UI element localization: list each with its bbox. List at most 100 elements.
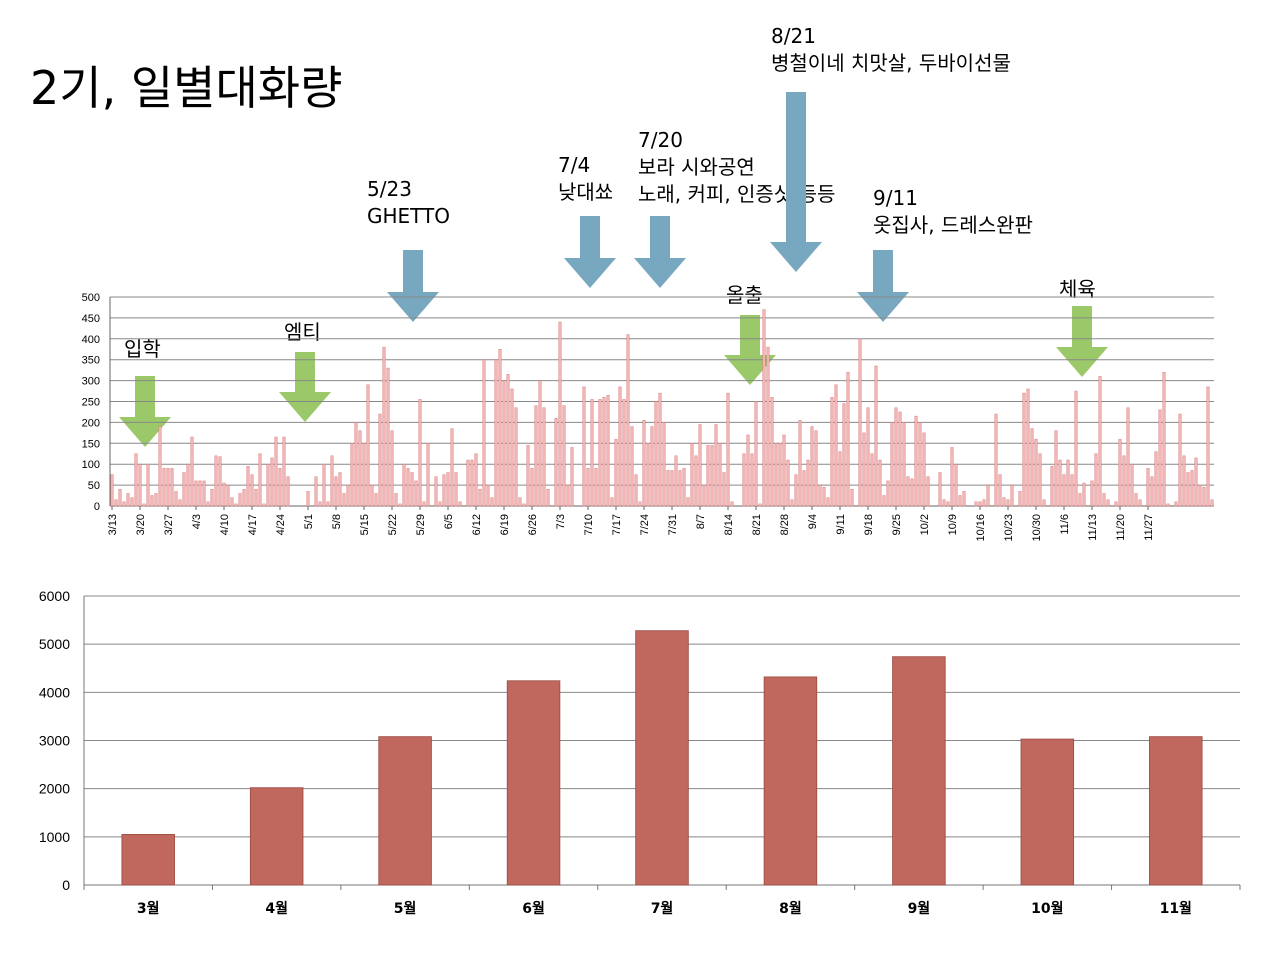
x-tick-label: 10/23 [1003, 514, 1015, 542]
daily-bar [910, 478, 914, 507]
monthly-chart: 0 1000 2000 3000 4000 5000 6000 3월 4월 5월 6월 7월 8월 9월 1… [39, 588, 1241, 917]
x-tick-label: 7/10 [583, 514, 595, 535]
y-tick-label: 400 [82, 334, 100, 346]
daily-bar [850, 489, 854, 507]
daily-bar [126, 493, 130, 507]
daily-bar [674, 455, 678, 507]
x-tick-label: 7/17 [611, 514, 623, 535]
daily-bar [370, 484, 374, 507]
x-tick-label: 7/31 [667, 514, 679, 535]
daily-bar [666, 470, 670, 507]
x-tick-label: 4/3 [191, 514, 203, 529]
daily-bar [918, 422, 922, 507]
daily-bar [978, 501, 982, 507]
daily-bar [322, 463, 326, 507]
daily-bar [510, 388, 514, 507]
daily-bar [902, 422, 906, 507]
daily-bar [254, 489, 258, 507]
daily-bar [522, 503, 526, 507]
daily-bar [1034, 438, 1038, 507]
daily-bar [286, 476, 290, 507]
daily-bar [678, 470, 682, 507]
x-tick-label: 4/17 [247, 514, 259, 535]
monthly-bar [635, 630, 689, 886]
daily-bar [442, 474, 446, 507]
daily-bar [506, 374, 510, 507]
daily-bar [746, 434, 750, 507]
daily-bar [898, 411, 902, 507]
daily-bar [642, 420, 646, 507]
daily-bar [390, 430, 394, 507]
daily-bar [374, 493, 378, 507]
daily-bar [118, 489, 122, 507]
daily-bar [566, 484, 570, 507]
annotation-line: 5/23 [367, 177, 412, 201]
daily-bar [538, 380, 542, 507]
annotation-line: 9/11 [873, 186, 918, 210]
annotation-olchul: 올출 [726, 282, 763, 309]
x-tick-label: 11/13 [1087, 514, 1099, 541]
daily-bar [1054, 430, 1058, 507]
annotation-0704: 7/4 낮대쑈 [558, 152, 613, 206]
daily-bar [694, 455, 698, 507]
y-tick-label: 1000 [39, 829, 70, 845]
daily-bar [570, 447, 574, 507]
x-tick-label: 4월 [265, 900, 288, 917]
daily-bar [1022, 392, 1026, 507]
daily-bar [330, 455, 334, 507]
annotation-line: 엠티 [284, 320, 321, 344]
x-tick-label: 11월 [1160, 900, 1192, 917]
daily-bar [278, 468, 282, 507]
daily-bar [986, 484, 990, 507]
y-tick-label: 3000 [39, 733, 70, 749]
x-tick-label: 9/11 [835, 514, 847, 535]
daily-bar [770, 397, 774, 507]
daily-bar [186, 463, 190, 507]
daily-bar [758, 503, 762, 507]
daily-bar [382, 346, 386, 507]
daily-bar [526, 445, 530, 507]
x-tick-label: 9/4 [807, 514, 819, 529]
daily-bar [150, 495, 154, 507]
daily-bar [950, 447, 954, 507]
daily-bar [422, 501, 426, 507]
x-tick-label: 11/20 [1115, 514, 1127, 541]
daily-bar [270, 457, 274, 507]
daily-bar [582, 386, 586, 507]
daily-bar [338, 472, 342, 507]
daily-bar [634, 474, 638, 507]
daily-bar [474, 453, 478, 507]
daily-bar [702, 484, 706, 507]
daily-bar [706, 445, 710, 507]
annotation-line: 병철이네 치맛살, 두바이선물 [771, 51, 1011, 75]
daily-bar [170, 468, 174, 507]
daily-bar [1082, 482, 1086, 507]
daily-bar [782, 434, 786, 507]
daily-bar [842, 403, 846, 507]
y-tick-label: 150 [82, 438, 100, 450]
daily-bar [530, 468, 534, 507]
daily-bar [906, 476, 910, 507]
monthly-bar [506, 680, 561, 886]
daily-bar [250, 474, 254, 507]
arrow-ann-mt [279, 352, 331, 422]
daily-bar [1070, 474, 1074, 507]
daily-bar [314, 476, 318, 507]
y-tick-label: 450 [82, 313, 100, 325]
daily-bar [562, 405, 566, 507]
daily-bar [650, 426, 654, 507]
x-tick-label: 4/10 [219, 514, 231, 535]
daily-bar [110, 474, 114, 507]
daily-bar [1042, 499, 1046, 507]
daily-bar [490, 497, 494, 507]
daily-bar [598, 399, 602, 507]
daily-bar [830, 397, 834, 507]
daily-bar [750, 453, 754, 507]
daily-bar [1190, 470, 1194, 507]
daily-bar [414, 480, 418, 507]
daily-bar [1162, 371, 1166, 507]
daily-bar [814, 430, 818, 507]
daily-bar [794, 474, 798, 507]
daily-bar [554, 417, 558, 507]
y-tick-label: 50 [88, 480, 100, 492]
